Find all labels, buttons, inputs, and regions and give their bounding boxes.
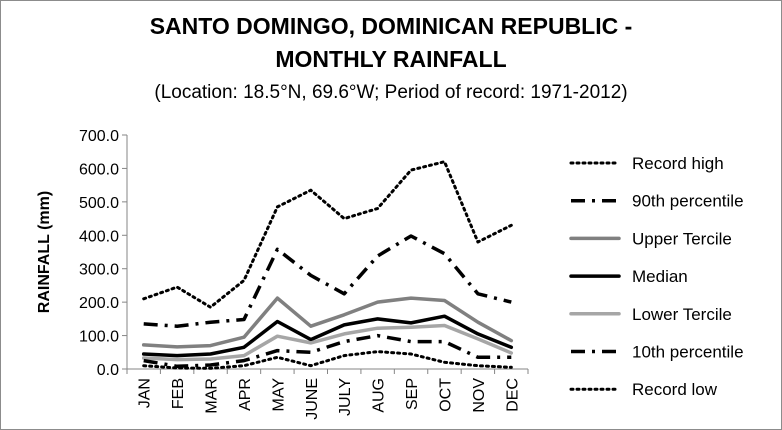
- chart-subtitle: (Location: 18.5°N, 69.6°W; Period of rec…: [154, 82, 628, 103]
- x-tick-label: JAN: [137, 378, 154, 408]
- x-tick-label: JULY: [337, 378, 354, 416]
- y-tick-label: 0.0: [97, 362, 119, 379]
- legend: Record high 90th percentile Upper Tercile M…: [569, 154, 744, 399]
- series-line-upper-tercile: [141, 296, 514, 349]
- legend-label: Upper Tercile: [632, 229, 732, 248]
- legend-label: 10th percentile: [632, 343, 744, 362]
- x-tick-label: APR: [237, 378, 254, 411]
- x-tick-label: FEB: [170, 378, 187, 409]
- y-tick-label: 700.0: [79, 128, 119, 145]
- legend-label: Record low: [632, 380, 718, 399]
- series-line-90th-percentile: [143, 234, 512, 328]
- y-tick-label: 100.0: [79, 329, 119, 346]
- x-tick-label: DEC: [504, 378, 521, 412]
- legend-label: 90th percentile: [632, 192, 744, 211]
- series-line-10th-percentile: [143, 333, 512, 369]
- x-tick-label: JUNE: [304, 378, 321, 420]
- series-layer: [141, 160, 514, 370]
- y-tick-label: 600.0: [79, 161, 119, 178]
- legend-label: Record high: [632, 154, 724, 173]
- x-tick-label: OCT: [437, 378, 454, 412]
- x-tick-label: AUG: [371, 378, 388, 413]
- legend-label: Lower Tercile: [632, 305, 732, 324]
- chart-title-line2: MONTHLY RAINFALL: [275, 46, 507, 72]
- series-line-record-high: [142, 160, 513, 309]
- x-tick-label: NOV: [471, 378, 488, 413]
- y-tick-label: 500.0: [79, 195, 119, 212]
- series-line-record-low: [142, 350, 513, 370]
- y-tick-label: 200.0: [79, 295, 119, 312]
- chart-title-line1: SANTO DOMINGO, DOMINICAN REPUBLIC -: [149, 13, 633, 39]
- x-tick-label: MAY: [270, 378, 287, 412]
- y-tick-label: 400.0: [79, 228, 119, 245]
- x-tick-label: MAR: [204, 378, 221, 414]
- y-axis-title: RAINFALL (mm): [36, 191, 53, 313]
- series-line-median: [141, 314, 514, 358]
- legend-label: Median: [632, 267, 688, 286]
- axes: 0.0 100.0 200.0 300.0 400.0 500.0 600.0 700.0 JA…: [36, 128, 529, 420]
- x-tick-label: SEP: [404, 378, 421, 410]
- y-tick-label: 300.0: [79, 262, 119, 279]
- series-line-lower-tercile: [141, 323, 514, 362]
